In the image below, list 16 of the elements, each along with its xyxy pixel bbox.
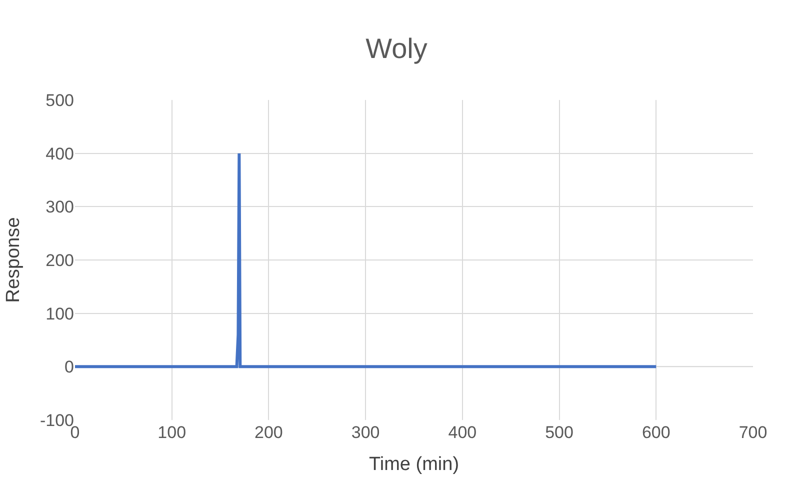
- x-tick-label: 100: [158, 423, 186, 442]
- y-tick-label: 100: [46, 304, 74, 324]
- y-axis-title: Response: [2, 217, 24, 303]
- x-tick-label: 500: [545, 423, 574, 442]
- chart-title: Woly: [366, 33, 428, 64]
- x-tick-label: 600: [642, 423, 670, 442]
- x-tick-label: 300: [351, 423, 380, 442]
- y-tick-label: 200: [46, 250, 74, 270]
- x-axis-title: Time (min): [368, 454, 460, 475]
- y-tick-label: 0: [64, 358, 74, 377]
- y-tick-label: 400: [46, 144, 74, 164]
- y-tick-label: 300: [46, 198, 74, 217]
- x-tick-label: 200: [254, 423, 283, 442]
- x-tick-label: 700: [738, 423, 768, 442]
- y-tick-label: 500: [46, 90, 74, 110]
- x-tick-label: 400: [448, 423, 477, 442]
